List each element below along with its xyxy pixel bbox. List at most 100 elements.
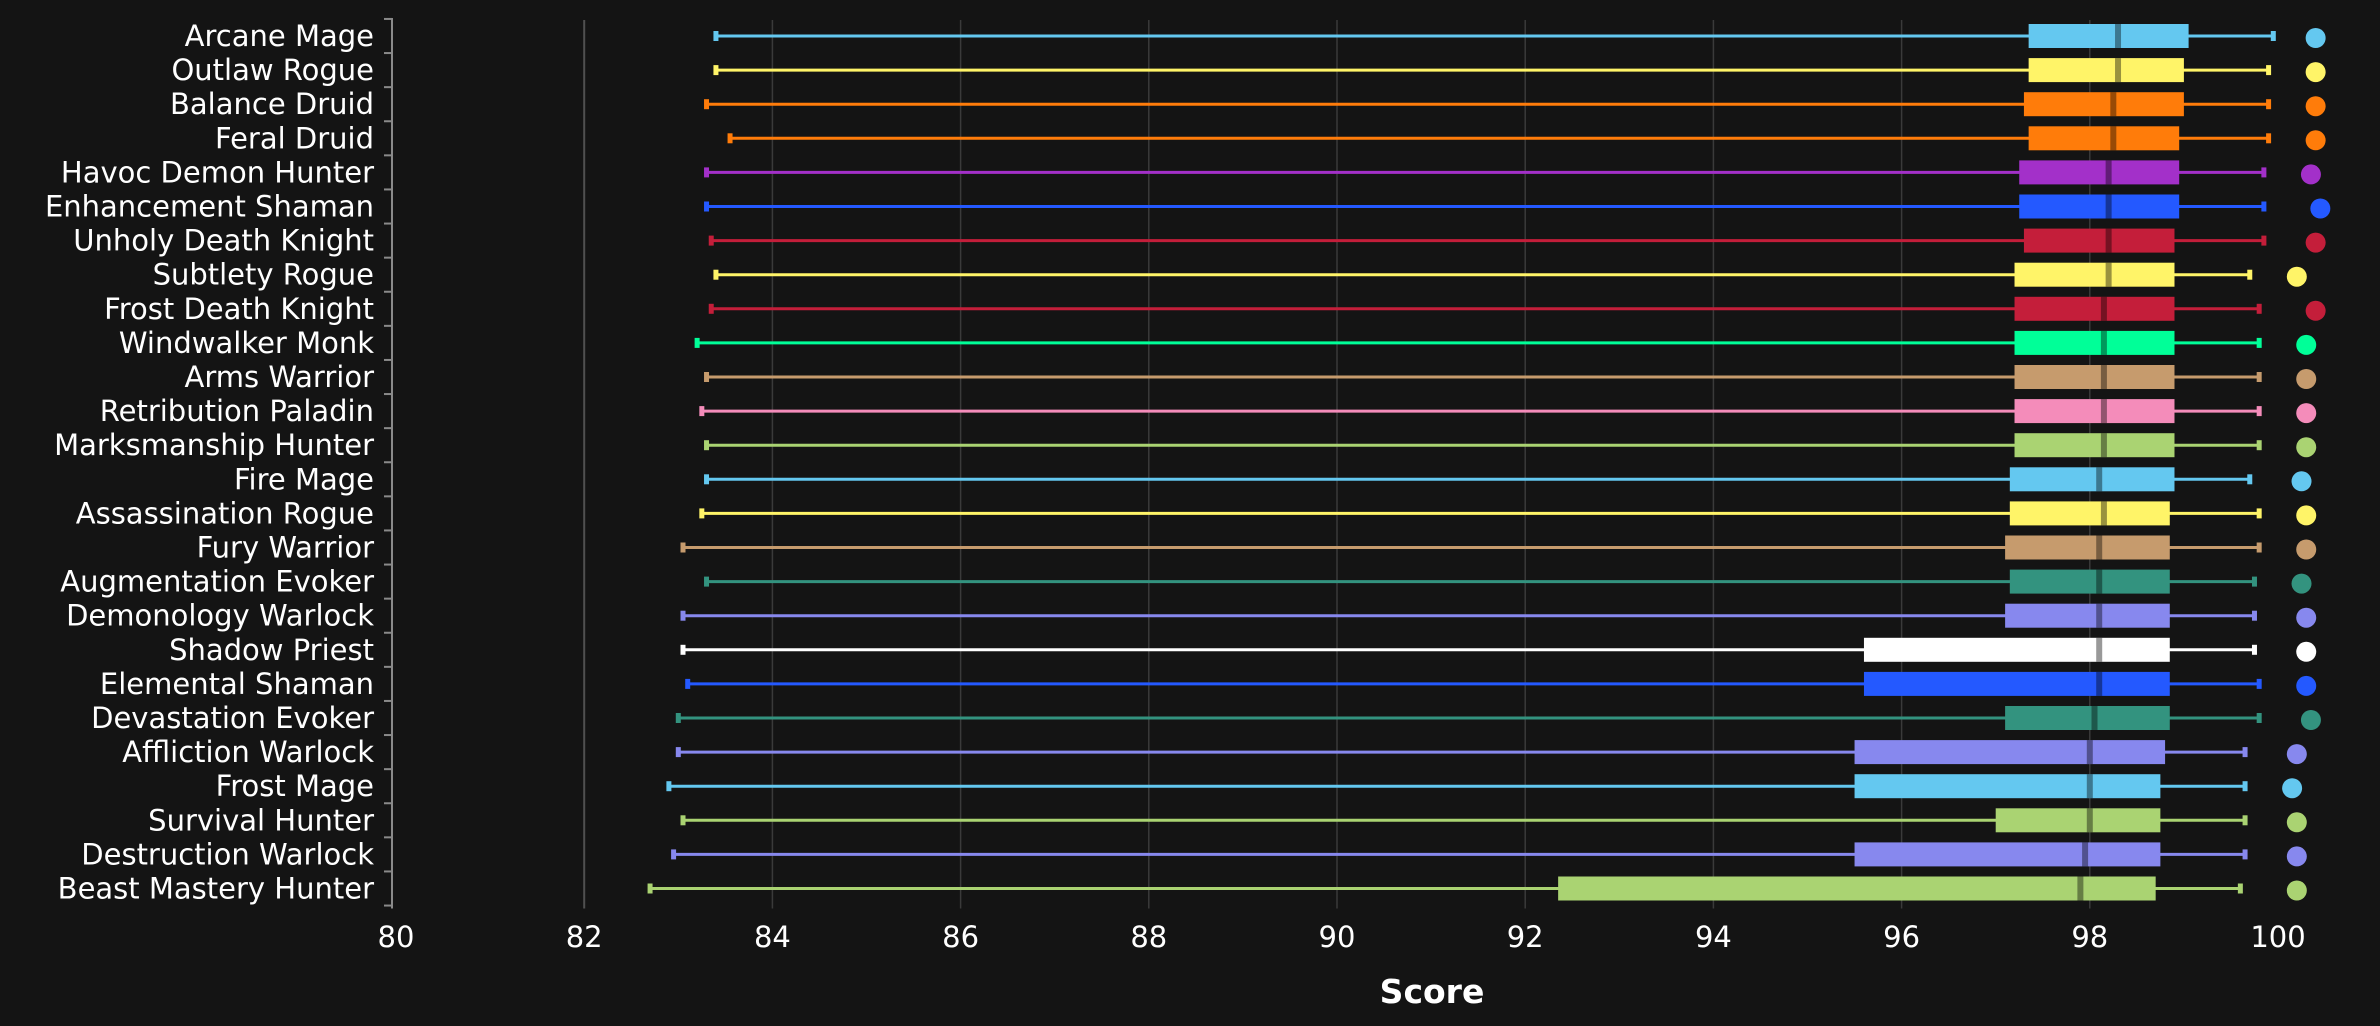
median-line — [2096, 535, 2103, 560]
box-row-retribution-paladin — [699, 399, 2317, 424]
box-iqr — [1995, 808, 2161, 833]
box-row-frost-mage — [666, 774, 2303, 799]
category-label: Windwalker Monk — [119, 326, 374, 360]
outlier-point — [2300, 164, 2321, 185]
box-row-balance-druid — [704, 92, 2326, 117]
box-iqr — [2023, 92, 2184, 117]
whisker-cap-min — [704, 440, 710, 451]
median-line — [2100, 330, 2107, 355]
outlier-point — [2305, 130, 2326, 151]
category-label: Augmentation Evoker — [60, 565, 374, 599]
whisker-cap-max — [2237, 883, 2243, 894]
whisker-cap-min — [666, 781, 672, 792]
whisker-cap-min — [680, 644, 686, 655]
category-label: Fury Warrior — [197, 531, 375, 565]
whisker-cap-min — [713, 31, 719, 41]
whisker-cap-min — [708, 235, 714, 246]
outlier-point — [2296, 334, 2317, 355]
outlier-point — [2286, 744, 2307, 765]
box-row-fire-mage — [704, 467, 2312, 492]
category-label: Retribution Paladin — [100, 394, 374, 428]
whisker-cap-max — [2242, 747, 2248, 758]
whisker-cap-max — [2242, 849, 2248, 860]
median-line — [2105, 194, 2112, 219]
category-label: Unholy Death Knight — [73, 224, 374, 258]
median-line — [2100, 501, 2107, 526]
category-label: Outlaw Rogue — [171, 53, 374, 87]
series-layer — [647, 24, 2331, 901]
median-line — [2086, 774, 2093, 799]
x-tick-label-84: 84 — [754, 920, 791, 954]
x-axis-title: Score — [1380, 972, 1485, 1011]
whisker-cap-max — [2256, 406, 2262, 417]
box-row-unholy-death-knight — [708, 228, 2326, 253]
box-iqr — [1558, 876, 2156, 901]
box-iqr — [2028, 58, 2184, 83]
category-label: Survival Hunter — [148, 803, 374, 837]
box-row-outlaw-rogue — [713, 58, 2326, 83]
box-row-elemental-shaman — [685, 671, 2317, 696]
box-row-feral-druid — [727, 126, 2326, 151]
outlier-point — [2296, 539, 2317, 560]
whisker-cap-max — [2247, 269, 2253, 280]
outlier-point — [2296, 505, 2317, 526]
whisker-cap-min — [713, 269, 719, 280]
outlier-point — [2296, 369, 2317, 389]
median-line — [2105, 262, 2112, 287]
whisker-cap-max — [2242, 781, 2248, 792]
whisker-cap-min — [708, 303, 714, 314]
box-row-beast-mastery-hunter — [647, 876, 2307, 901]
box-row-assassination-rogue — [699, 501, 2317, 526]
whisker-cap-max — [2256, 713, 2262, 723]
median-line — [2115, 58, 2122, 83]
whisker-cap-max — [2266, 133, 2272, 144]
outlier-point — [2296, 607, 2317, 628]
box-row-devastation-evoker — [675, 706, 2321, 730]
outlier-point — [2296, 641, 2317, 662]
category-label: Affliction Warlock — [122, 735, 374, 769]
whisker-cap-max — [2251, 644, 2257, 655]
whisker-cap-min — [680, 610, 686, 621]
median-line — [2096, 569, 2103, 594]
category-label: Frost Death Knight — [104, 292, 374, 326]
category-label: Fire Mage — [234, 462, 374, 496]
outlier-point — [2305, 96, 2326, 117]
median-line — [2100, 399, 2107, 424]
whisker-cap-min — [704, 372, 710, 382]
x-tick-label-92: 92 — [1507, 920, 1544, 954]
median-line — [2096, 671, 2103, 696]
x-tick-label-86: 86 — [942, 920, 979, 954]
box-row-fury-warrior — [680, 535, 2317, 560]
box-row-havoc-demon-hunter — [704, 160, 2321, 185]
whisker-cap-min — [699, 508, 705, 519]
box-iqr — [2019, 194, 2180, 219]
box-row-arcane-mage — [713, 24, 2326, 48]
box-row-windwalker-monk — [694, 330, 2317, 355]
median-line — [2110, 92, 2117, 117]
box-row-frost-death-knight — [708, 296, 2326, 321]
box-iqr — [2028, 24, 2189, 48]
outlier-point — [2305, 28, 2326, 48]
whisker-cap-min — [680, 542, 686, 553]
category-label: Destruction Warlock — [81, 837, 374, 871]
whisker-cap-max — [2266, 99, 2272, 110]
box-iqr — [1863, 671, 2170, 696]
outlier-point — [2296, 675, 2317, 696]
whisker-cap-max — [2251, 576, 2257, 587]
outlier-point — [2286, 880, 2307, 901]
whisker-cap-max — [2261, 167, 2267, 178]
outlier-point — [2305, 232, 2326, 253]
median-line — [2100, 296, 2107, 321]
box-iqr — [2014, 262, 2175, 287]
category-label: Devastation Evoker — [91, 701, 374, 735]
box-row-affliction-warlock — [675, 740, 2307, 765]
median-line — [2110, 126, 2117, 151]
category-label: Demonology Warlock — [66, 599, 374, 633]
whisker-cap-max — [2261, 235, 2267, 246]
box-row-arms-warrior — [704, 365, 2317, 389]
outlier-point — [2305, 300, 2326, 321]
category-label: Assassination Rogue — [76, 496, 374, 530]
